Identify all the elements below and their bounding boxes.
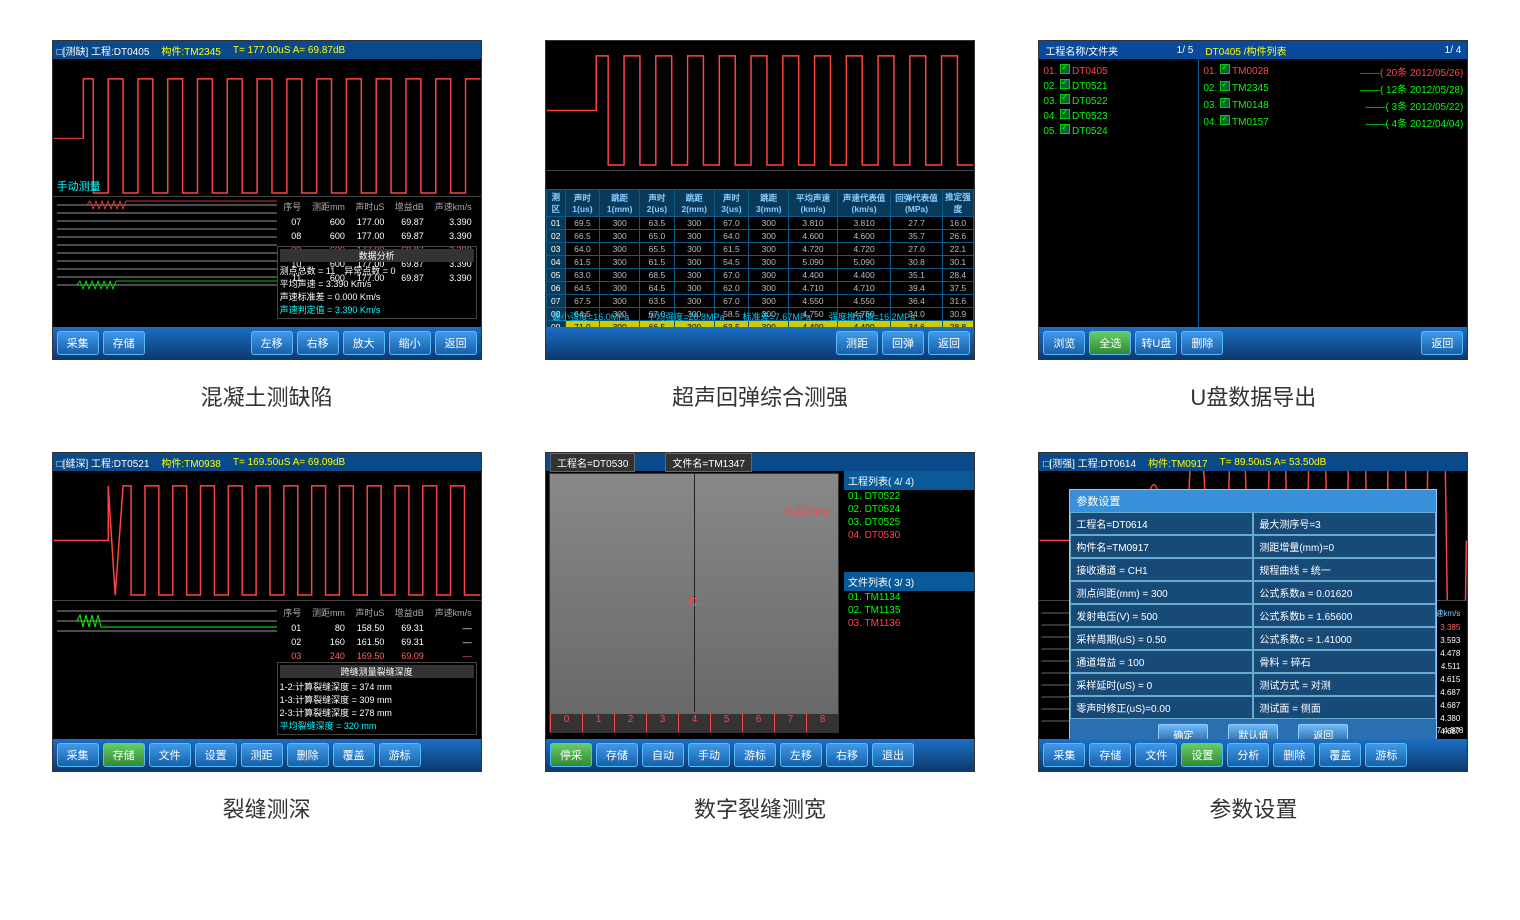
topbar: □[缝深] 工程:DT0521构件:TM0938T= 169.50uS A= 6… (53, 453, 481, 471)
btn-cursor[interactable]: 游标 (734, 743, 776, 767)
ruler: 012345678 (550, 714, 838, 732)
btn-dist[interactable]: 测距 (836, 331, 878, 355)
analysis-box: 数据分析 测点总数 = 11 异常点数 = 0平均声速 = 3.390 Km/s… (277, 246, 477, 319)
caption: U盘数据导出 (1190, 380, 1316, 412)
topbar: □[测强] 工程:DT0614构件:TM0917T= 89.50uS A= 53… (1039, 453, 1467, 471)
button-bar: 测距 回弹 返回 (546, 327, 974, 359)
btn-analyze[interactable]: 分析 (1227, 743, 1269, 767)
btn-selectall[interactable]: 全选 (1089, 331, 1131, 355)
crack-image: 0.22mm 012345678 (549, 473, 839, 733)
btn-rebound[interactable]: 回弹 (882, 331, 924, 355)
btn-stop[interactable]: 停采 (550, 743, 592, 767)
screen-params: □[测强] 工程:DT0614构件:TM0917T= 89.50uS A= 53… (1038, 452, 1468, 772)
proj: 工程名=DT0530 (550, 453, 635, 472)
btn-left[interactable]: 左移 (780, 743, 822, 767)
btn-file[interactable]: 文件 (1135, 743, 1177, 767)
mode-label: 手动测量 (57, 178, 101, 194)
btn-zoomout[interactable]: 缩小 (389, 331, 431, 355)
pane-header-right: DT0405 /构件列表1/ 4 (1199, 41, 1467, 59)
btn-right[interactable]: 右移 (826, 743, 868, 767)
waveform: 手动测量 (53, 59, 481, 197)
stats: 最小强度=16.0MPa平均强度=28.8MPa标准差=7.67MPa强度推定值… (546, 308, 974, 325)
btn-setup[interactable]: 设置 (1181, 743, 1223, 767)
btn-left[interactable]: 左移 (251, 331, 293, 355)
btn-dist[interactable]: 测距 (241, 743, 283, 767)
btn-cover[interactable]: 覆盖 (333, 743, 375, 767)
btn-collect[interactable]: 采集 (1043, 743, 1085, 767)
screen-crack-depth: □[缝深] 工程:DT0521构件:TM0938T= 169.50uS A= 6… (52, 452, 482, 772)
btn-auto[interactable]: 自动 (642, 743, 684, 767)
screen-defect: □[测缺] 工程:DT0405 构件:TM2345 T= 177.00uS A=… (52, 40, 482, 360)
topbar: 工程名=DT0530 文件名=TM1347 (546, 453, 974, 471)
screen-export: 工程名称/文件夹1/ 5 DT0405 /构件列表1/ 4 01. DT0405… (1038, 40, 1468, 360)
btn-delete[interactable]: 删除 (1181, 331, 1223, 355)
button-bar: 采集 存储 左移 右移 放大 缩小 返回 (53, 327, 481, 359)
btn-save[interactable]: 存储 (1089, 743, 1131, 767)
btn-right[interactable]: 右移 (297, 331, 339, 355)
param-dialog: 参数设置 工程名=DT0614最大测序号=3构件名=TM0917测距增量(mm)… (1069, 489, 1437, 750)
btn-delete[interactable]: 删除 (1273, 743, 1315, 767)
button-bar: 采集 存储 文件 设置 测距 删除 覆盖 游标 (53, 739, 481, 771)
caption: 超声回弹综合测强 (672, 380, 848, 412)
caption: 参数设置 (1209, 792, 1297, 824)
waveform (546, 41, 974, 171)
btn-back[interactable]: 返回 (928, 331, 970, 355)
screenshot-grid: □[测缺] 工程:DT0405 构件:TM2345 T= 177.00uS A=… (40, 40, 1480, 854)
btn-cursor[interactable]: 游标 (379, 743, 421, 767)
btn-collect[interactable]: 采集 (57, 743, 99, 767)
btn-cursor[interactable]: 游标 (1365, 743, 1407, 767)
right-panel: 工程列表( 4/ 4) 01. DT052202. DT052403. DT05… (844, 471, 974, 630)
btn-file[interactable]: 文件 (149, 743, 191, 767)
pane-header-left: 工程名称/文件夹1/ 5 (1039, 41, 1199, 59)
part: 构件:TM2345 (161, 43, 220, 58)
btn-zoomin[interactable]: 放大 (343, 331, 385, 355)
btn-save[interactable]: 存储 (103, 743, 145, 767)
btn-delete[interactable]: 删除 (287, 743, 329, 767)
button-bar: 浏览 全选 转U盘 删除 返回 (1039, 327, 1467, 359)
btn-exit[interactable]: 退出 (872, 743, 914, 767)
meas: T= 177.00uS A= 69.87dB (233, 45, 345, 56)
btn-back[interactable]: 返回 (435, 331, 477, 355)
strip-waves (57, 603, 277, 643)
button-bar: 停采 存储 自动 手动 游标 左移 右移 退出 (546, 739, 974, 771)
file: 文件名=TM1347 (665, 453, 752, 472)
button-bar: 采集 存储 文件 设置 分析 删除 覆盖 游标 (1039, 739, 1467, 771)
strip-waves (57, 199, 277, 295)
topbar: □[测缺] 工程:DT0405 构件:TM2345 T= 177.00uS A=… (53, 41, 481, 59)
data-table: 序号测距mm声时uS增益dB声速km/s 0180158.5069.31— 02… (277, 603, 477, 664)
waveform (53, 471, 481, 601)
screen-crack-width: 工程名=DT0530 文件名=TM1347 0.22mm 012345678 工… (545, 452, 975, 772)
dialog-header: 参数设置 (1070, 490, 1436, 512)
measurement: 0.22mm (785, 504, 828, 518)
btn-collect[interactable]: 采集 (57, 331, 99, 355)
btn-setup[interactable]: 设置 (195, 743, 237, 767)
btn-manual[interactable]: 手动 (688, 743, 730, 767)
depth-box: 跨缝测量裂缝深度 1-2:计算裂缝深度 = 374 mm1-3:计算裂缝深度 =… (277, 662, 477, 735)
btn-back[interactable]: 返回 (1421, 331, 1463, 355)
part-list[interactable]: 01. TM0028——( 20条 2012/05/26)02. TM2345—… (1199, 59, 1467, 329)
btn-save[interactable]: 存储 (596, 743, 638, 767)
project-list[interactable]: 01. DT040502. DT052103. DT052204. DT0523… (1039, 59, 1199, 329)
title: □[测缺] 工程:DT0405 (57, 43, 150, 58)
btn-cover[interactable]: 覆盖 (1319, 743, 1361, 767)
caption: 裂缝测深 (223, 792, 311, 824)
btn-save[interactable]: 存储 (103, 331, 145, 355)
btn-browse[interactable]: 浏览 (1043, 331, 1085, 355)
screen-strength: 71.0us4.229km/s68.0dB 测区声时1(us)跳距1(mm)声时… (545, 40, 975, 360)
caption: 数字裂缝测宽 (694, 792, 826, 824)
btn-usb[interactable]: 转U盘 (1135, 331, 1177, 355)
caption: 混凝土测缺陷 (201, 380, 333, 412)
